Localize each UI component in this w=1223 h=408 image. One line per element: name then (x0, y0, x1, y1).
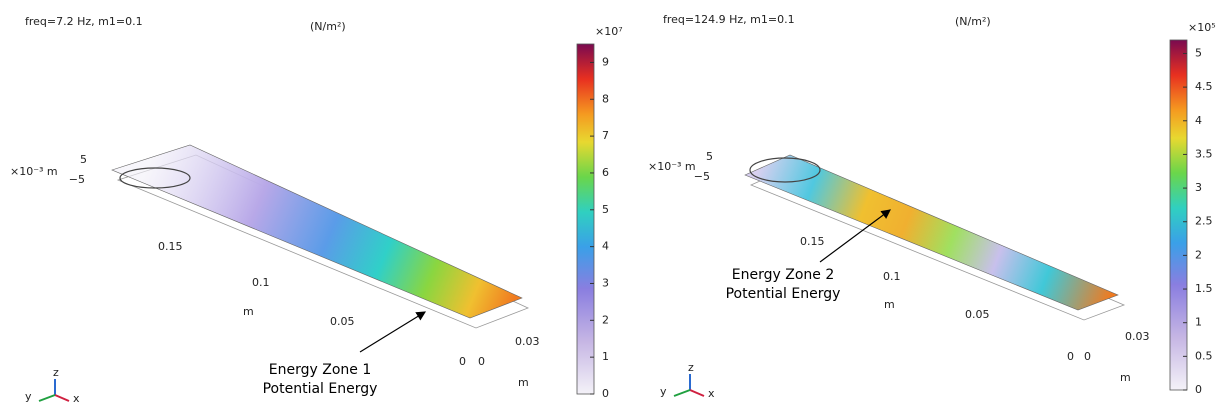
triad-y (39, 395, 55, 401)
origin-label: 0 (1084, 350, 1091, 363)
colorbar-tick-label: 0 (602, 387, 609, 400)
triad-label: z (688, 361, 694, 374)
colorbar-tick-label: 2 (1195, 248, 1202, 261)
colorbar-tick-label: 2.5 (1195, 215, 1213, 228)
annotation: Energy Zone 2 (732, 267, 834, 283)
x-tick-label: 0.15 (800, 235, 825, 248)
colorbar-tick-label: 0 (1195, 383, 1202, 396)
triad-label: x (708, 387, 715, 400)
triad-label: y (25, 390, 32, 403)
triad-label: y (660, 385, 667, 398)
colorbar-tick-label: 0.5 (1195, 349, 1213, 362)
y-axis-label: m (1120, 371, 1131, 384)
x-tick-label: 0.05 (965, 308, 990, 321)
colorbar-tick-label: 6 (602, 166, 609, 179)
triad-x (55, 395, 69, 401)
triad-label: z (53, 366, 59, 379)
beam-surface (112, 145, 522, 318)
colorbar-tick-label: 2 (602, 313, 609, 326)
z-tick-label: −5 (69, 173, 85, 186)
colorbar-tick-label: 8 (602, 92, 609, 105)
colorbar (1170, 40, 1187, 390)
colorbar-tick-label: 9 (602, 55, 609, 68)
colorbar-exponent: ×10⁷ (595, 25, 623, 38)
colorbar (577, 44, 594, 394)
origin-label: 0 (459, 355, 466, 368)
colorbar-tick-label: 1.5 (1195, 282, 1213, 295)
colorbar-tick-label: 4.5 (1195, 80, 1213, 93)
z-unit: ×10⁻³ m (648, 160, 696, 173)
screenshot: freq=7.2 Hz, m1=0.1 (N/m²) ×10⁷ 0 1 2 3 4 5 6 7 8 9 5… (0, 0, 1223, 408)
colorbar-tick-label: 5 (602, 203, 609, 216)
unit-label: (N/m²) (310, 20, 346, 33)
x-tick-label: 0.1 (252, 276, 270, 289)
x-tick-label: 0.05 (330, 315, 355, 328)
y-tick-label: 0.03 (1125, 330, 1150, 343)
x-axis-label: m (884, 298, 895, 311)
annotation: Potential Energy (726, 286, 841, 302)
x-tick-label: 0.1 (883, 270, 901, 283)
colorbar-tick-label: 1 (1195, 316, 1202, 329)
panel-title: freq=124.9 Hz, m1=0.1 (663, 13, 795, 26)
annotation-arrow (360, 312, 425, 352)
colorbar-tick-label: 3 (1195, 181, 1202, 194)
y-tick-label: 0.03 (515, 335, 540, 348)
triad-y (674, 390, 690, 396)
origin-label: 0 (1067, 350, 1074, 363)
colorbar-tick-label: 4 (602, 240, 609, 253)
annotation: Potential Energy (263, 381, 378, 397)
colorbar-tick-label: 3 (602, 276, 609, 289)
x-tick-label: 0.15 (158, 240, 183, 253)
annotation: Energy Zone 1 (269, 362, 371, 378)
colorbar-tick-label: 4 (1195, 114, 1202, 127)
z-tick-label: −5 (694, 170, 710, 183)
unit-label: (N/m²) (955, 15, 991, 28)
colorbar-tick-label: 1 (602, 350, 609, 363)
z-tick-label: 5 (80, 153, 87, 166)
colorbar-exponent: ×10⁵ (1188, 21, 1216, 34)
y-axis-label: m (518, 376, 529, 389)
triad-x (690, 390, 704, 396)
z-tick-label: 5 (706, 150, 713, 163)
colorbar-tick-label: 7 (602, 129, 609, 142)
colorbar-tick-label: 3.5 (1195, 147, 1213, 160)
page: freq=7.2 Hz, m1=0.1 (N/m²) ×10⁷ 0 1 2 3 4 5 6 7 8 9 5… (0, 0, 1223, 408)
panel-title: freq=7.2 Hz, m1=0.1 (25, 15, 143, 28)
x-axis-label: m (243, 305, 254, 318)
origin-label: 0 (478, 355, 485, 368)
triad-label: x (73, 392, 80, 405)
colorbar-tick-label: 5 (1195, 46, 1202, 59)
z-unit: ×10⁻³ m (10, 165, 58, 178)
